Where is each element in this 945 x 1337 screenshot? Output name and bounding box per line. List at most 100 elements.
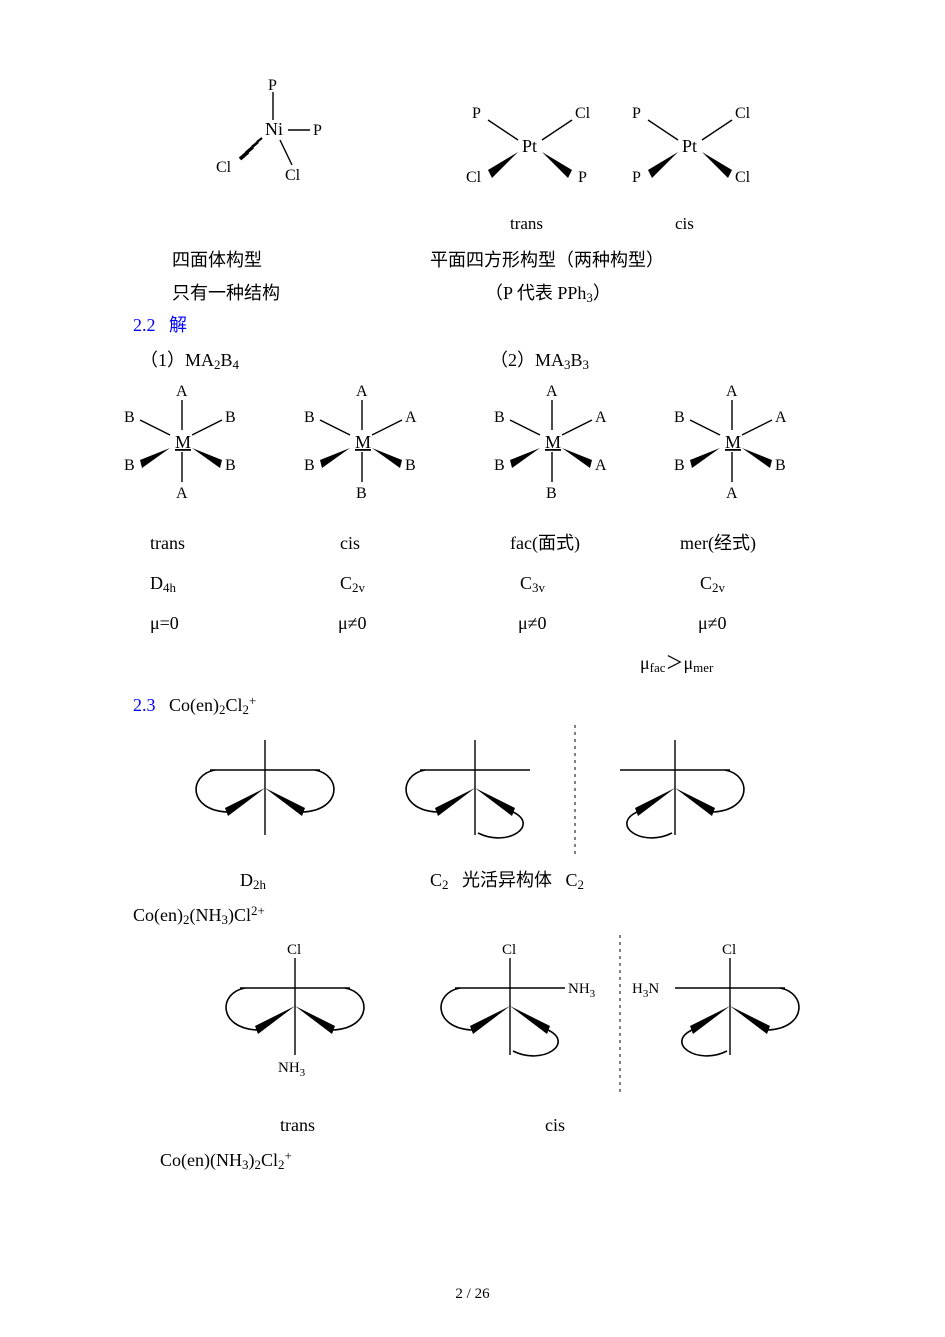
en-diag-2 bbox=[390, 730, 560, 850]
row2-trans-top: Cl bbox=[287, 942, 301, 958]
oct4-bl: B bbox=[674, 457, 685, 474]
oct4-bot: A bbox=[726, 485, 738, 502]
page: Ni P P Cl Cl Pt P bbox=[0, 0, 945, 1337]
pt-trans-diagram: Pt P Cl Cl P bbox=[460, 100, 610, 210]
oct2-pg: C bbox=[340, 573, 352, 593]
oct2-mu: μ≠0 bbox=[338, 608, 367, 639]
pt-trans-br: P bbox=[578, 169, 587, 186]
sec21-right-cap2-a: （P 代表 PPh bbox=[485, 283, 586, 303]
en-nh3-cis-left: Cl NH3 bbox=[420, 940, 610, 1090]
sec22-left-label-a: （1）MA bbox=[140, 350, 214, 370]
row2-cisR-left: H3N bbox=[632, 981, 659, 1000]
oct4-br: B bbox=[775, 457, 786, 474]
oct1-pg-sub: 4h bbox=[163, 580, 176, 595]
sec21-left-cap1: 四面体构型 bbox=[172, 245, 262, 276]
en-nh3-cis-right: Cl H3N bbox=[630, 940, 820, 1090]
svg-text:M: M bbox=[725, 432, 741, 452]
pt-trans-wedge-br bbox=[542, 152, 572, 178]
oct3-mu: μ≠0 bbox=[518, 608, 547, 639]
pt-cis-label: cis bbox=[675, 210, 694, 239]
oct3-pg-sub: 3v bbox=[532, 580, 545, 595]
oct1-bl: B bbox=[124, 457, 135, 474]
oct3-isomer: fac(面式) bbox=[510, 528, 580, 559]
oct3: M A B A B A B bbox=[480, 380, 630, 510]
sec23-row1 bbox=[150, 730, 790, 870]
sec21-left-cap2: 只有一种结构 bbox=[172, 278, 280, 309]
sec23-compound3: Co(en)(NH3)2Cl2+ bbox=[160, 1145, 292, 1176]
sec23-heading: 2.3 Co(en)2Cl2+ bbox=[133, 690, 256, 721]
ni-center: Ni bbox=[265, 119, 283, 139]
en-diag-3 bbox=[590, 730, 760, 850]
en-nh3-trans: Cl NH3 bbox=[200, 940, 390, 1090]
pt-cis-ul: P bbox=[632, 105, 641, 122]
oct1-br: B bbox=[225, 457, 236, 474]
pt-trans-center: Pt bbox=[522, 136, 537, 156]
en-diag23-cl: C bbox=[430, 870, 442, 890]
sec22-right-label-s2: 3 bbox=[583, 357, 589, 372]
oct4-ur: A bbox=[775, 409, 787, 426]
mirror-line-2 bbox=[615, 935, 625, 1095]
oct1: M A A B B B B bbox=[110, 380, 260, 510]
sec21-right-cap2: （P 代表 PPh3） bbox=[485, 278, 611, 309]
section21-figures: Ni P P Cl Cl Pt P bbox=[120, 80, 820, 240]
mirror-line-1 bbox=[570, 725, 580, 855]
oct4-pg-sub: 2v bbox=[712, 580, 725, 595]
sec22-right-label: （2）MA3B3 bbox=[490, 345, 589, 376]
en-diag1-pg-a: D bbox=[240, 870, 253, 890]
ni-hash-wedge bbox=[240, 138, 262, 159]
pt-trans-ul: P bbox=[472, 105, 481, 122]
en-diag23-cr: C bbox=[566, 870, 578, 890]
oct4-mu: μ≠0 bbox=[698, 608, 727, 639]
oct3-ur: A bbox=[595, 409, 607, 426]
pt-cis-diagram: Pt P Cl P Cl bbox=[620, 100, 770, 210]
ni-ligand-bl: Cl bbox=[216, 159, 232, 176]
oct2-bl: B bbox=[304, 457, 315, 474]
en-diag-1 bbox=[180, 730, 350, 850]
row2-trans-label: trans bbox=[280, 1110, 315, 1141]
row2-cisL-top: Cl bbox=[502, 942, 516, 958]
oct3-bl: B bbox=[494, 457, 505, 474]
pt-trans-ur: Cl bbox=[575, 105, 591, 122]
oct4-top: A bbox=[726, 383, 738, 400]
pt-cis-ur: Cl bbox=[735, 105, 751, 122]
pt-cis-br: Cl bbox=[735, 169, 751, 186]
svg-text:M: M bbox=[545, 432, 561, 452]
sec22-right-label-b: B bbox=[571, 350, 583, 370]
pt-trans-bl: Cl bbox=[466, 169, 482, 186]
oct1-mu: μ=0 bbox=[150, 608, 179, 639]
sec22-oct-row: M A A B B B B M A B A B B bbox=[110, 380, 830, 530]
en-diag23-caption: C2 光活异构体 C2 bbox=[430, 865, 584, 896]
oct2-bot: B bbox=[356, 485, 367, 502]
ni-tetrahedral-diagram: Ni P P Cl Cl bbox=[210, 80, 340, 200]
pt-cis-wedge-bl bbox=[648, 152, 678, 178]
en-diag23-cls: 2 bbox=[442, 877, 448, 892]
ni-ligand-br: Cl bbox=[285, 167, 301, 184]
ni-ligand-top: P bbox=[268, 77, 277, 94]
pt-trans-wedge-bl bbox=[488, 152, 518, 178]
sec22-left-label-b: B bbox=[221, 350, 233, 370]
oct2-br: B bbox=[405, 457, 416, 474]
oct2-ul: B bbox=[304, 409, 315, 426]
oct4-ul: B bbox=[674, 409, 685, 426]
sec22-left-label-s2: 4 bbox=[233, 357, 239, 372]
sec22-right-label-a: （2）MA bbox=[490, 350, 564, 370]
oct1-pg: D bbox=[150, 573, 163, 593]
oct2-ur: A bbox=[405, 409, 417, 426]
oct1-top: A bbox=[176, 383, 188, 400]
row2-cisR-top: Cl bbox=[722, 942, 736, 958]
sec22-num: 2.2 bbox=[133, 315, 156, 335]
sec22-mu-compare: μfac＞μmer bbox=[640, 648, 713, 679]
sec22-text: 解 bbox=[169, 315, 187, 335]
oct1-isomer: trans bbox=[150, 528, 185, 559]
sec23-compound2: Co(en)2(NH3)Cl2+ bbox=[133, 900, 265, 931]
oct2-pg-sub: 2v bbox=[352, 580, 365, 595]
row2-cis-label: cis bbox=[545, 1110, 565, 1141]
oct3-br: A bbox=[595, 457, 607, 474]
oct1-center: M bbox=[175, 432, 191, 452]
oct2-top: A bbox=[356, 383, 368, 400]
en-diag23-mid: 光活异构体 bbox=[462, 870, 552, 890]
sec22-left-label: （1）MA2B4 bbox=[140, 345, 239, 376]
row2-trans-bot: NH3 bbox=[278, 1060, 306, 1079]
sec23-row2: Cl NH3 Cl NH3 Cl H3N bbox=[150, 940, 790, 1100]
sec23-num: 2.3 bbox=[133, 695, 156, 715]
